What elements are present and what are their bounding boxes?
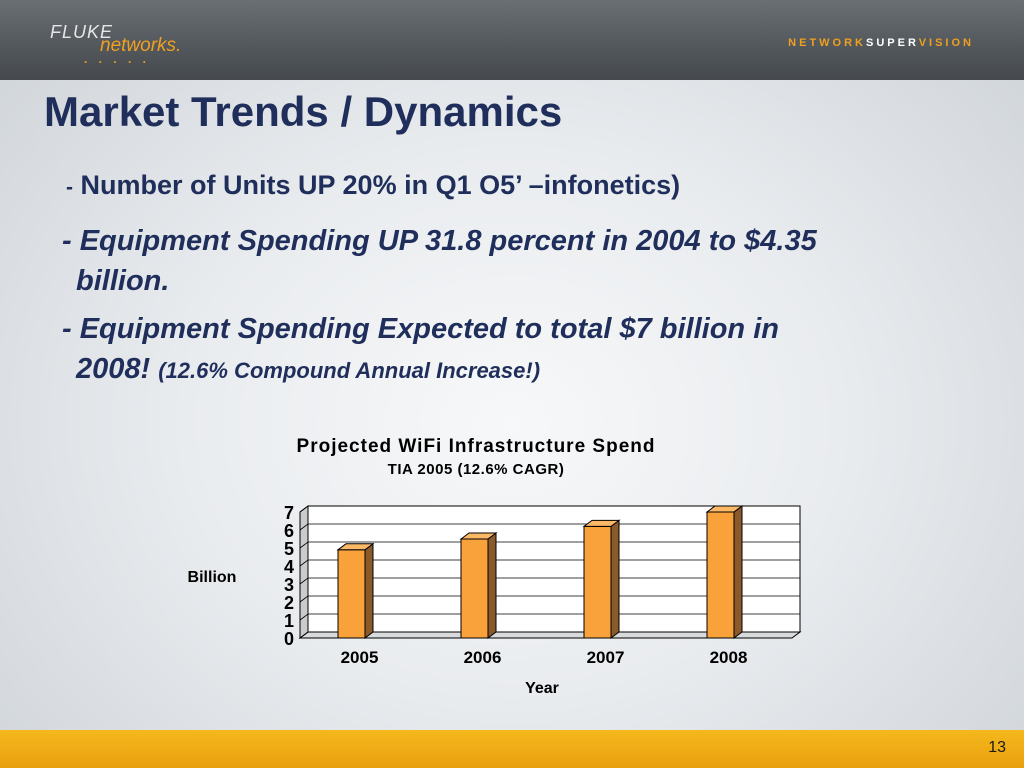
tagline-vision: VISION: [918, 37, 974, 49]
bar-top-2008: [705, 505, 744, 513]
chart-gridline: [299, 631, 800, 639]
chart-gridline: [299, 559, 800, 567]
page-number: 13: [988, 739, 1006, 756]
bullet-units: - Number of Units UP 20% in Q1 O5’ –info…: [66, 170, 680, 201]
bar-2007: [583, 525, 612, 639]
x-tick-label: 2005: [341, 648, 379, 667]
bullet-cagr-note: (12.6% Compound Annual Increase!): [158, 358, 541, 383]
logo-networks: networks.: [100, 35, 182, 56]
x-tick-label: 2008: [710, 648, 748, 667]
y-tick-label: 4: [284, 557, 294, 577]
y-tick-label: 1: [284, 611, 294, 631]
y-tick-label: 3: [284, 575, 294, 595]
y-tick-label: 7: [284, 503, 294, 523]
chart-gridline: [299, 541, 800, 549]
x-tick-label: 2006: [464, 648, 502, 667]
y-tick-label: 6: [284, 521, 294, 541]
y-tick-label: 2: [284, 593, 294, 613]
wifi-spend-chart: Projected WiFi Infrastructure Spend TIA 2…: [188, 436, 802, 697]
bullet-spending-2004: - Equipment Spending UP 31.8 percent in …: [62, 221, 982, 301]
bullet-2008-year: 2008!: [76, 353, 151, 385]
bar-2008: [706, 511, 735, 639]
logo-dots: . . . . .: [84, 52, 151, 66]
bar-side-2008: [733, 505, 743, 639]
footer-bar: 13: [0, 730, 1024, 768]
logo-fluke: FLUKE: [50, 22, 114, 42]
bar-top-2006: [459, 532, 498, 540]
chart-gridline: [299, 523, 800, 531]
bar-side-2005: [364, 542, 374, 639]
tagline-super: SUPER: [866, 37, 919, 49]
bullet-dash: -: [66, 176, 73, 199]
slide-title: Market Trends / Dynamics: [44, 88, 563, 135]
bar-top-2007: [582, 519, 621, 527]
bullet-spending-2004-line2: billion.: [76, 265, 170, 297]
bar-2006: [460, 538, 489, 639]
y-tick-label: 5: [284, 539, 294, 559]
y-tick-label: 0: [284, 629, 294, 649]
tagline-network: NETWORK: [788, 37, 866, 49]
chart-gridline: [299, 577, 800, 585]
bar-side-2007: [610, 519, 620, 639]
bullet-units-text: Number of Units UP 20% in Q1 O5’ –infone…: [80, 170, 681, 200]
chart-gridline: [299, 613, 800, 621]
bar-2005: [337, 549, 366, 639]
bar-top-2005: [336, 543, 375, 551]
x-tick-label: 2007: [587, 648, 625, 667]
chart-side-wall: [299, 505, 309, 639]
chart-gridline: [299, 595, 800, 603]
bullet-spending-2008-line1: - Equipment Spending Expected to total $…: [62, 313, 779, 345]
header-bar: FLUKE networks. . . . . . NETWORKSUPERVI…: [0, 0, 1024, 80]
bullet-spending-2004-line1: - Equipment Spending UP 31.8 percent in …: [62, 225, 817, 257]
chart-title: Projected WiFi Infrastructure Spend: [297, 436, 656, 457]
bar-side-2006: [487, 532, 497, 639]
bullet-spending-2008-line2: 2008! (12.6% Compound Annual Increase!): [62, 349, 540, 391]
y-axis-label: Billion: [188, 569, 237, 586]
chart-gridline: [299, 505, 800, 513]
chart-subtitle: TIA 2005 (12.6% CAGR): [388, 461, 565, 478]
tagline: NETWORKSUPERVISION: [788, 37, 974, 49]
bullet-spending-2008: - Equipment Spending Expected to total $…: [62, 309, 982, 391]
x-axis-label: Year: [525, 680, 559, 697]
